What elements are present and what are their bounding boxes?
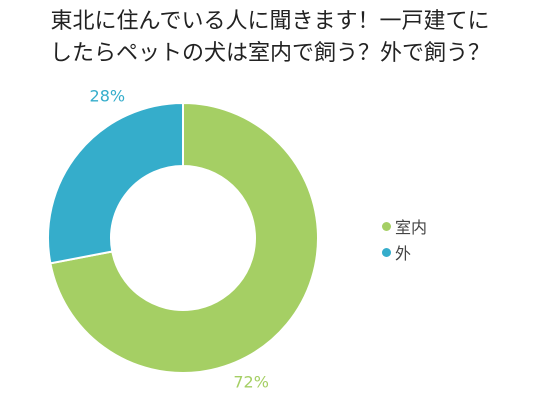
chart-title: 東北に住んでいる人に聞きます！一戸建てに したらペットの犬は室内で飼う？外で飼う… — [0, 6, 540, 70]
slice-outdoor — [47, 101, 184, 265]
chart-title-line-1: 東北に住んでいる人に聞きます！一戸建てに — [50, 9, 490, 34]
legend-item-indoor: 室内 — [382, 213, 427, 239]
legend-item-outdoor: 外 — [382, 239, 427, 265]
legend-swatch-outdoor — [382, 247, 391, 257]
slice-indoor — [49, 101, 319, 374]
legend-label-outdoor: 外 — [395, 244, 412, 263]
chart-title-line-2: したらペットの犬は室内で飼う？外で飼う？ — [49, 41, 490, 66]
slice-label-outdoor: 28% — [90, 87, 126, 106]
chart-legend: 室内 外 — [382, 213, 427, 265]
slice-label-indoor: 72% — [233, 372, 269, 391]
legend-label-indoor: 室内 — [395, 218, 428, 237]
legend-swatch-indoor — [382, 221, 391, 231]
